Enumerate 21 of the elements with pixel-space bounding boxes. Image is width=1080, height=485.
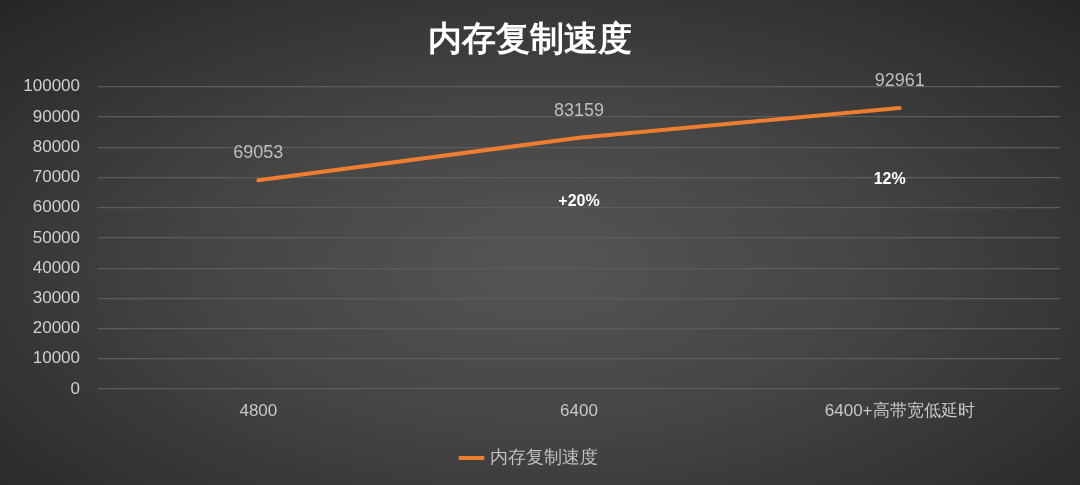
y-tick-label: 10000 (32, 348, 80, 368)
y-tick-label: 0 (70, 378, 80, 398)
y-tick-label: 30000 (32, 288, 80, 308)
y-tick-label: 70000 (32, 167, 80, 187)
legend-label: 内存复制速度 (489, 446, 598, 467)
y-tick-label: 20000 (32, 318, 80, 338)
data-label: 69053 (233, 142, 284, 163)
x-tick-label: 4800 (239, 400, 278, 420)
annotation: +20% (558, 192, 600, 210)
y-tick-label: 100000 (23, 76, 80, 96)
y-tick-label: 50000 (32, 227, 80, 247)
y-tick-label: 60000 (32, 197, 80, 217)
y-tick-label: 40000 (32, 257, 80, 277)
annotation: 12% (873, 170, 906, 188)
data-label: 83159 (553, 99, 605, 120)
x-tick-label: 6400 (560, 400, 598, 420)
data-label: 92961 (874, 70, 925, 91)
x-tick-label: 6400+高带宽低延时 (824, 400, 975, 420)
y-tick-label: 80000 (32, 136, 80, 156)
chart-title: 内存复制速度 (428, 18, 632, 57)
y-tick-label: 90000 (32, 106, 80, 126)
